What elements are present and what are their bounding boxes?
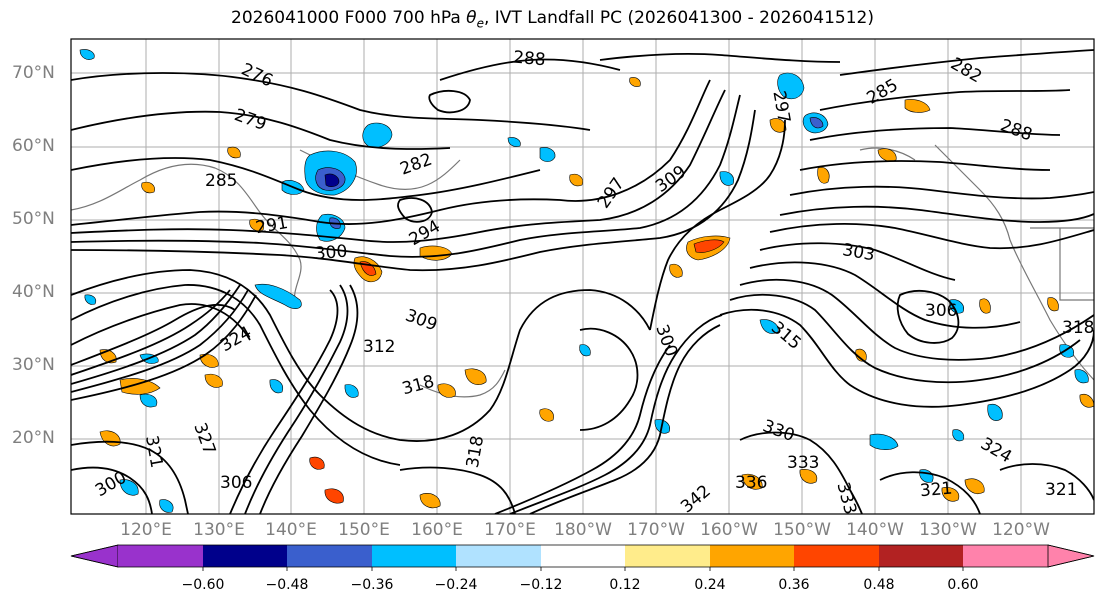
colorbar-over-triangle bbox=[1047, 544, 1095, 568]
lat-label-60n: 60°N bbox=[12, 136, 55, 156]
colorbar-bin bbox=[456, 545, 541, 567]
colorbar-bin bbox=[203, 545, 287, 567]
colorbar-tick-label: −0.48 bbox=[265, 577, 309, 593]
contour-label: 318 bbox=[1062, 318, 1094, 338]
lon-label: 120°W bbox=[992, 520, 1050, 540]
theta-e-contours bbox=[71, 49, 1094, 514]
negative-anomaly-fills bbox=[79, 49, 1089, 513]
title-wrap: 2026041000 F000 700 hPa θe, IVT Landfall… bbox=[0, 0, 1105, 34]
colorbar-bin bbox=[287, 545, 372, 567]
lon-label: 170°W bbox=[627, 520, 685, 540]
contour-label: 285 bbox=[205, 171, 237, 191]
lon-label: 180°W bbox=[554, 520, 612, 540]
colorbar-tick-label: 0.48 bbox=[863, 577, 895, 593]
lon-label: 130°W bbox=[919, 520, 977, 540]
colorbar-tick-label: −0.24 bbox=[434, 577, 478, 593]
lon-label: 150°E bbox=[338, 520, 390, 540]
contour-label: 336 bbox=[735, 473, 767, 493]
colorbar-tick-label: 0.12 bbox=[609, 577, 641, 593]
title-theta-subscript: e bbox=[476, 16, 484, 31]
colorbar-tick-label: −0.36 bbox=[350, 577, 394, 593]
lat-label-50n: 50°N bbox=[12, 209, 55, 229]
contour-label: 333 bbox=[787, 453, 819, 473]
colorbar-tick-label: −0.12 bbox=[519, 577, 563, 593]
lat-label-70n: 70°N bbox=[12, 63, 55, 83]
lon-label: 120°E bbox=[120, 520, 172, 540]
colorbar-bin bbox=[118, 545, 203, 567]
contour-label: 306 bbox=[925, 301, 957, 321]
colorbar-tick-label: 0.60 bbox=[947, 577, 979, 593]
lon-label: 140°W bbox=[846, 520, 904, 540]
title-theta: θ bbox=[466, 8, 477, 28]
lon-label: 160°W bbox=[700, 520, 758, 540]
colorbar-bin bbox=[794, 545, 879, 567]
colorbar-bin bbox=[879, 545, 963, 567]
colorbar-outline bbox=[70, 544, 1095, 568]
colorbar-bin bbox=[963, 545, 1048, 567]
lon-label: 150°W bbox=[773, 520, 831, 540]
lat-label-30n: 30°N bbox=[12, 355, 55, 375]
colorbar-bin bbox=[710, 545, 794, 567]
contour-label: 312 bbox=[363, 337, 395, 357]
colorbar bbox=[70, 544, 1095, 571]
graticule bbox=[71, 39, 1094, 514]
contour-label: 288 bbox=[512, 48, 546, 71]
lat-label-20n: 20°N bbox=[12, 428, 55, 448]
colorbar-bin bbox=[625, 545, 710, 567]
colorbar-bin bbox=[372, 545, 456, 567]
lon-label: 130°E bbox=[193, 520, 245, 540]
contour-label: 321 bbox=[1045, 480, 1077, 500]
lat-label-40n: 40°N bbox=[12, 282, 55, 302]
contour-label: 306 bbox=[220, 473, 252, 493]
map-frame bbox=[70, 38, 1095, 515]
lon-label: 160°E bbox=[411, 520, 463, 540]
colorbar-tick-label: 0.36 bbox=[778, 577, 810, 593]
contour-label: 300 bbox=[314, 242, 348, 265]
lon-label: 140°E bbox=[265, 520, 317, 540]
colorbar-bin bbox=[541, 545, 625, 567]
contour-label: 321 bbox=[919, 479, 953, 502]
title-prefix: 2026041000 F000 700 hPa bbox=[231, 8, 467, 28]
lon-label: 170°E bbox=[484, 520, 536, 540]
title-suffix: , IVT Landfall PC (2026041300 - 20260415… bbox=[483, 8, 874, 28]
colorbar-tick-label: −0.60 bbox=[181, 577, 225, 593]
colorbar-under-triangle bbox=[70, 544, 119, 568]
map-title: 2026041000 F000 700 hPa θe, IVT Landfall… bbox=[0, 8, 1105, 30]
colorbar-tick-label: 0.24 bbox=[694, 577, 726, 593]
